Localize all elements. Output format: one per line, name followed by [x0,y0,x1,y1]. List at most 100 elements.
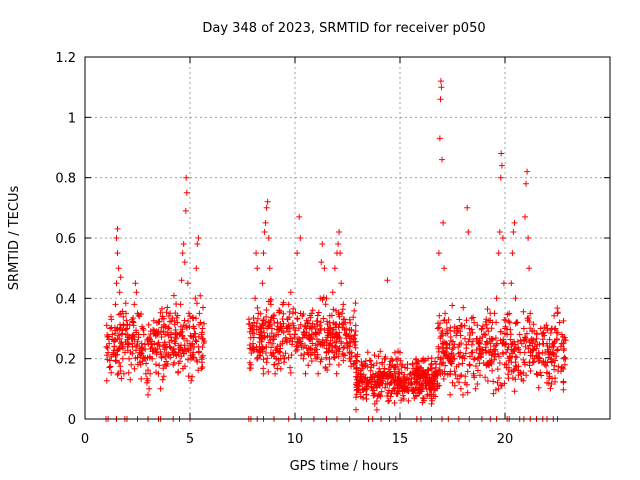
data-point [172,350,179,357]
data-point [158,351,165,358]
data-point [521,349,528,356]
data-point [384,277,391,284]
data-point [474,322,481,329]
data-point [120,370,127,377]
data-point [539,340,546,347]
data-point [371,400,378,407]
data-point [368,383,375,390]
data-point [355,383,362,390]
data-point [509,250,516,257]
data-point [375,353,382,360]
data-point [300,329,307,335]
data-point [109,331,116,338]
data-point [558,340,565,347]
data-point [414,366,421,373]
data-point [264,198,271,205]
data-point [485,328,492,335]
data-point [456,379,462,386]
data-point [550,340,557,347]
data-point [361,377,368,384]
data-point [466,332,473,338]
data-point [339,310,346,317]
data-point [317,295,324,302]
data-point [443,326,450,333]
data-point [305,362,312,369]
data-point [117,274,124,281]
data-point [372,381,379,388]
data-point [527,349,534,356]
data-point [325,325,332,332]
data-point [561,361,568,368]
data-point [491,351,498,358]
data-point [193,300,200,307]
data-point [137,361,144,368]
data-point [460,304,467,311]
data-point [340,351,347,358]
data-point [128,335,135,342]
data-point [521,359,528,366]
data-point [106,364,113,371]
data-point [495,375,502,381]
data-point [310,331,317,338]
data-point [474,355,481,362]
data-point [158,324,165,331]
data-point [332,321,339,327]
data-point [476,360,483,367]
data-point [523,330,530,337]
data-point [386,361,393,368]
data-point [371,352,378,359]
data-point [385,398,392,405]
data-point [314,336,320,343]
data-point [508,280,515,287]
data-point [287,369,294,376]
data-point [382,355,389,362]
data-point [501,380,508,387]
data-point [447,391,454,398]
data-point [554,347,560,354]
data-point [279,340,286,347]
data-point [306,325,313,332]
data-point [420,397,427,404]
data-point [298,352,305,359]
data-point [511,366,518,373]
data-point [560,317,567,324]
data-point [511,388,518,395]
data-point [134,310,141,317]
data-point [436,324,442,331]
data-point [540,358,547,365]
data-point [282,350,289,357]
data-point [301,329,308,336]
data-point [111,343,118,350]
data-point [543,362,550,369]
data-point [484,378,491,384]
data-point [191,325,198,332]
data-point [131,336,138,343]
data-point [279,301,286,308]
data-point [252,295,259,302]
data-point [449,338,456,345]
data-point [314,312,321,319]
data-point [367,367,374,374]
data-point [247,334,254,341]
data-point [551,326,558,333]
data-point [442,362,449,369]
data-point [477,335,483,342]
data-point [472,385,479,392]
data-point [444,371,451,378]
data-point [487,340,494,347]
data-point [260,250,267,257]
data-point [465,229,472,235]
data-point [195,349,202,356]
data-point [336,313,343,320]
data-point [254,304,261,311]
data-point [198,365,205,372]
data-point [477,372,483,379]
data-point [409,361,416,368]
data-point [512,362,519,369]
data-point [558,368,564,375]
data-point [458,372,465,379]
data-point [133,289,140,296]
data-point [479,346,486,353]
data-point [340,357,347,364]
data-point [192,337,199,344]
